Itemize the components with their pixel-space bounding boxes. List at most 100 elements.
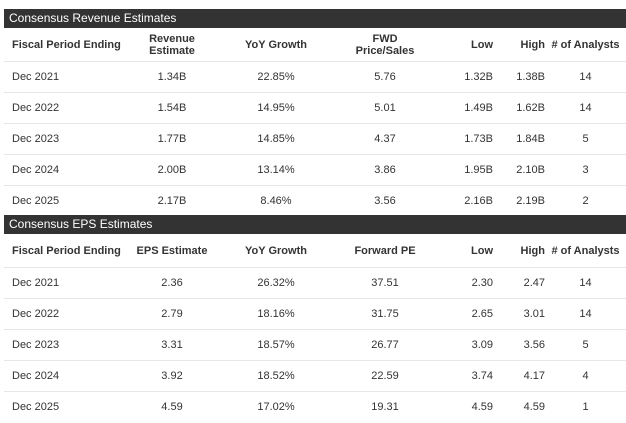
table-header-row: Fiscal Period Ending EPS Estimate YoY Gr… (4, 234, 626, 268)
cell-growth: 22.85% (222, 61, 330, 93)
cell-analysts: 1 (582, 401, 589, 413)
cell-ratio: 4.37 (330, 123, 440, 155)
cell-high: 1.62B (493, 92, 545, 124)
cell-estimate: 3.92 (122, 360, 222, 392)
column-header-ratio-line2: Price/Sales (355, 44, 415, 57)
cell-estimate: 2.79 (122, 298, 222, 330)
table-header-row: Fiscal Period Ending Revenue Estimate Yo… (4, 28, 626, 62)
column-header-growth[interactable]: YoY Growth (222, 28, 330, 62)
cell-low: 3.09 (440, 329, 493, 361)
column-header-high[interactable]: High (493, 28, 545, 62)
cell-estimate: 2.00B (122, 154, 222, 186)
eps-estimates-table: Fiscal Period Ending EPS Estimate YoY Gr… (4, 234, 626, 422)
cell-low: 2.16B (464, 195, 493, 207)
cell-low: 1.32B (440, 61, 493, 93)
cell-low: 1.49B (440, 92, 493, 124)
eps-estimates-section: Consensus EPS Estimates Fiscal Period En… (4, 215, 626, 422)
cell-low: 4.59 (471, 401, 493, 413)
table-row: Dec 2024 2.00B 13.14% 3.86 1.95B 2.10B 3 (4, 154, 626, 186)
column-header-high[interactable]: High (493, 234, 545, 268)
table-row: Dec 2025 2.17B 8.46% 3.56 2.16B 2.19B 2 (4, 186, 626, 217)
cell-period: Dec 2023 (4, 329, 122, 361)
cell-period: Dec 2025 (12, 401, 60, 413)
cell-period: Dec 2022 (4, 92, 122, 124)
column-header-analysts[interactable]: # of Analysts (545, 28, 626, 62)
eps-section-title: Consensus EPS Estimates (4, 215, 626, 234)
cell-analysts: 5 (545, 123, 626, 155)
cell-low: 3.74 (440, 360, 493, 392)
cell-ratio: 5.01 (330, 92, 440, 124)
cell-growth: 14.95% (222, 92, 330, 124)
cell-ratio: 3.86 (330, 154, 440, 186)
cell-growth: 26.32% (222, 267, 330, 299)
column-header-estimate[interactable]: EPS Estimate (122, 234, 222, 268)
revenue-estimates-table: Fiscal Period Ending Revenue Estimate Yo… (4, 28, 626, 216)
cell-analysts: 14 (545, 298, 626, 330)
cell-analysts: 3 (545, 154, 626, 186)
revenue-section-title: Consensus Revenue Estimates (4, 9, 626, 28)
cell-analysts: 5 (545, 329, 626, 361)
column-header-low[interactable]: Low (440, 234, 493, 268)
cell-period: Dec 2024 (4, 154, 122, 186)
cell-growth: 13.14% (222, 154, 330, 186)
cell-low: 1.73B (440, 123, 493, 155)
cell-low: 2.30 (440, 267, 493, 299)
cell-high: 4.59 (523, 401, 545, 413)
cell-low: 2.65 (440, 298, 493, 330)
cell-period: Dec 2021 (4, 61, 122, 93)
cell-growth: 14.85% (222, 123, 330, 155)
cell-estimate: 1.34B (122, 61, 222, 93)
column-header-low[interactable]: Low (440, 28, 493, 62)
column-header-analysts[interactable]: # of Analysts (545, 234, 626, 268)
column-header-estimate[interactable]: Revenue Estimate (122, 28, 222, 62)
cell-growth: 8.46% (260, 195, 292, 207)
cell-estimate: 1.54B (122, 92, 222, 124)
column-header-ratio-line1: FWD (372, 32, 398, 45)
table-row: Dec 2022 1.54B 14.95% 5.01 1.49B 1.62B 1… (4, 92, 626, 124)
column-header-ratio[interactable]: Forward PE (330, 234, 440, 268)
cell-period: Dec 2022 (4, 298, 122, 330)
cell-growth: 18.57% (222, 329, 330, 361)
cell-growth: 18.52% (222, 360, 330, 392)
cell-high: 4.17 (493, 360, 545, 392)
table-row: Dec 2023 3.31 18.57% 26.77 3.09 3.56 5 (4, 329, 626, 361)
cell-growth: 17.02% (257, 401, 295, 413)
cell-period: Dec 2025 (12, 195, 60, 207)
cell-period: Dec 2023 (4, 123, 122, 155)
cell-high: 1.38B (493, 61, 545, 93)
cell-estimate: 1.77B (122, 123, 222, 155)
table-row: Dec 2021 1.34B 22.85% 5.76 1.32B 1.38B 1… (4, 61, 626, 93)
cell-analysts: 14 (545, 267, 626, 299)
cell-low: 1.95B (440, 154, 493, 186)
cell-ratio: 22.59 (330, 360, 440, 392)
table-row: Dec 2024 3.92 18.52% 22.59 3.74 4.17 4 (4, 360, 626, 392)
cell-ratio: 37.51 (330, 267, 440, 299)
cell-ratio: 3.56 (374, 195, 396, 207)
column-header-estimate-line2: Estimate (149, 44, 195, 57)
column-header-period[interactable]: Fiscal Period Ending (4, 28, 122, 62)
cell-high: 3.01 (493, 298, 545, 330)
cell-estimate: 2.17B (157, 195, 187, 207)
cell-estimate: 2.36 (122, 267, 222, 299)
table-row: Dec 2025 4.59 17.02% 19.31 4.59 4.59 1 (4, 392, 626, 423)
column-header-ratio[interactable]: FWD Price/Sales (330, 28, 440, 62)
table-row: Dec 2022 2.79 18.16% 31.75 2.65 3.01 14 (4, 298, 626, 330)
cell-growth: 18.16% (222, 298, 330, 330)
revenue-estimates-section: Consensus Revenue Estimates Fiscal Perio… (4, 9, 626, 216)
column-header-estimate-line1: Revenue (149, 32, 195, 45)
cell-ratio: 26.77 (330, 329, 440, 361)
cell-ratio: 5.76 (330, 61, 440, 93)
cell-high: 2.47 (493, 267, 545, 299)
cell-ratio: 31.75 (330, 298, 440, 330)
cell-high: 1.84B (493, 123, 545, 155)
cell-analysts: 2 (582, 195, 589, 207)
cell-analysts: 14 (545, 92, 626, 124)
table-row: Dec 2023 1.77B 14.85% 4.37 1.73B 1.84B 5 (4, 123, 626, 155)
cell-estimate: 4.59 (161, 401, 183, 413)
table-row: Dec 2021 2.36 26.32% 37.51 2.30 2.47 14 (4, 267, 626, 299)
column-header-growth[interactable]: YoY Growth (222, 234, 330, 268)
column-header-period[interactable]: Fiscal Period Ending (4, 234, 122, 268)
cell-analysts: 14 (545, 61, 626, 93)
cell-period: Dec 2021 (4, 267, 122, 299)
cell-high: 3.56 (493, 329, 545, 361)
